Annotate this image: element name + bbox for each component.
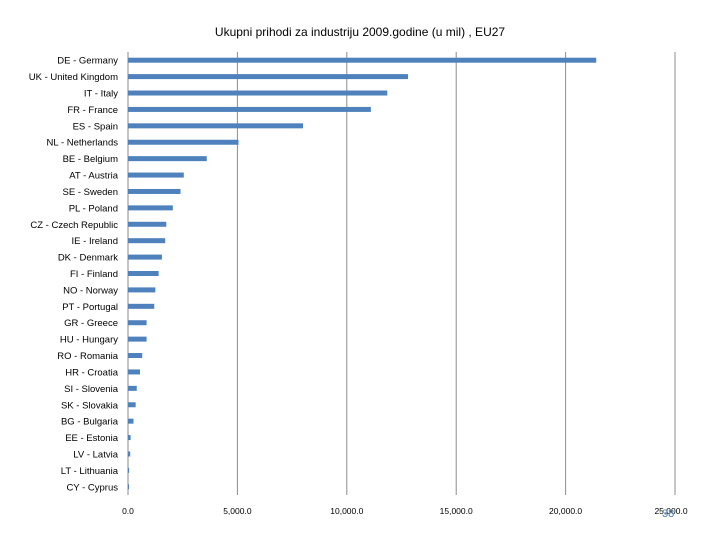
bar [128,467,130,473]
category-label: CY - Cyprus [66,482,118,493]
x-tick-label: 15,000.0 [440,506,473,516]
bar [128,90,388,96]
category-label: HR - Croatia [65,367,119,378]
category-label: ES - Spain [73,121,118,132]
category-label: DE - Germany [57,56,118,67]
category-label: PT - Portugal [62,302,118,313]
category-label: IE - Ireland [72,236,118,247]
bar [128,139,239,145]
category-label: DK - Denmark [58,253,118,264]
category-label: HU - Hungary [60,335,118,346]
category-labels: DE - Germany UK - United Kingdom IT - Ital… [29,56,119,494]
bar [128,353,143,359]
bar [128,435,131,441]
category-label: RO - Romania [57,351,118,362]
bar [128,369,141,375]
bar [128,57,597,63]
category-label: UK - United Kingdom [29,72,118,83]
category-label: BE - Belgium [63,154,119,165]
x-tick-label: 10,000.0 [330,506,363,516]
bar [128,303,155,309]
category-label: NO - Norway [63,285,118,296]
category-label: AT - Austria [69,171,118,182]
bar [128,238,166,244]
x-tick-label: 20,000.0 [549,506,582,516]
bar [128,172,184,178]
bar [128,385,137,391]
page-number: 38 [662,508,675,520]
category-label: NL - Netherlands [47,138,119,149]
category-label: LV - Latvia [73,449,118,460]
category-label: SI - Slovenia [64,384,119,395]
bar [128,74,409,80]
category-label: IT - Italy [84,89,118,100]
bar [128,106,371,112]
bar [128,123,304,129]
category-label: CZ - Czech Republic [30,220,118,231]
bar [128,402,136,408]
bars [128,57,597,490]
bar [128,156,207,162]
x-tick-label: 5,000.0 [223,506,252,516]
bar [128,484,129,490]
category-label: LT - Lithuania [61,466,119,477]
bar [128,188,181,194]
chart-title: Ukupni prihodi za industriju 2009.godine… [215,25,505,39]
category-label: EE - Estonia [65,433,119,444]
bar [128,205,173,211]
category-label: SE - Sweden [63,187,118,198]
bar [128,336,147,342]
category-label: PL - Poland [69,203,118,214]
category-label: FR - France [67,105,118,116]
bar [128,320,147,326]
category-label: SK - Slovakia [61,400,119,411]
bar [128,221,167,227]
bar [128,451,131,457]
bar [128,418,134,424]
category-label: BG - Bulgaria [61,417,119,428]
bar [128,254,162,260]
bar [128,287,156,293]
category-label: GR - Greece [64,318,118,329]
x-tick-labels: 0.0 5,000.0 10,000.0 15,000.0 20,000.0 25,000… [122,506,688,516]
gridlines [127,52,676,495]
category-label: FI - Finland [70,269,118,280]
bar [128,271,159,276]
x-tick-label: 25,000.0 [654,506,687,516]
x-tick-label: 0.0 [122,506,134,516]
